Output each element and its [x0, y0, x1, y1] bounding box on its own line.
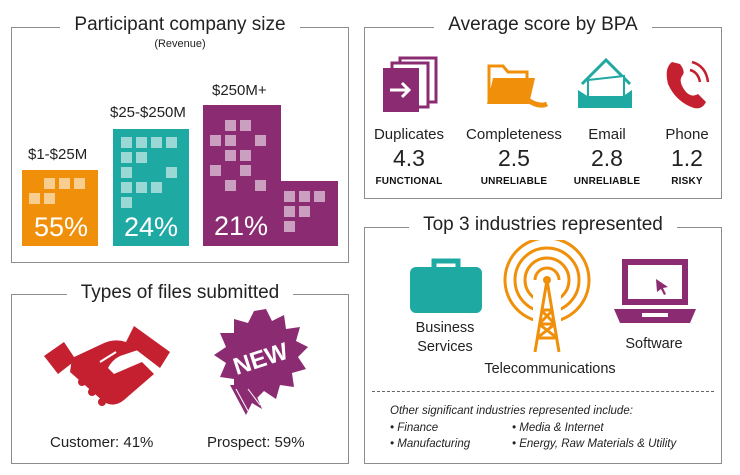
- bpa-title-wrap: Average score by BPA: [364, 14, 722, 36]
- bpa-score-email: 2.8: [591, 145, 623, 171]
- customer-label: Customer: 41%: [50, 434, 154, 451]
- industry-business-line1: Business: [415, 320, 475, 336]
- bpa-name-email: Email: [588, 126, 626, 143]
- bpa-rating-duplicates: FUNCTIONAL: [375, 176, 443, 187]
- radio-tower-icon: [503, 240, 591, 356]
- prospect-label: Prospect: 59%: [207, 434, 305, 451]
- laptop-icon: [614, 259, 696, 323]
- briefcase-icon: [410, 258, 482, 313]
- segment-label-large: $250M+: [212, 82, 267, 99]
- industry-business-line2: Services: [417, 339, 473, 355]
- bpa-score-phone: 1.2: [671, 145, 703, 171]
- new-badge-icon: NEW: [214, 309, 308, 415]
- bpa-rating-phone: RISKY: [671, 176, 703, 187]
- industry-software: Software: [625, 336, 683, 352]
- bpa-name-duplicates: Duplicates: [373, 126, 445, 143]
- segment-percent-small: 55%: [34, 212, 89, 242]
- company-size-subtitle: (Revenue): [154, 38, 206, 50]
- bpa-rating-email: UNRELIABLE: [573, 176, 641, 187]
- industries-title: Top 3 industries represented: [409, 214, 677, 235]
- other-industry-media: • Media & Internet: [512, 422, 604, 434]
- phone-icon: [666, 60, 710, 109]
- handshake-icon: [44, 326, 170, 406]
- bpa-name-completeness: Completeness: [466, 126, 562, 143]
- building-large: 21%: [203, 105, 281, 246]
- industry-telecom: Telecommunications: [484, 361, 616, 377]
- segment-percent-mid: 24%: [124, 212, 179, 242]
- industries-divider: [372, 391, 714, 392]
- bpa-score-completeness: 2.5: [498, 145, 530, 171]
- building-mid: 24%: [113, 129, 189, 246]
- folder-icon: [487, 64, 549, 108]
- building-small: 55%: [22, 170, 98, 246]
- other-industry-manufacturing: • Manufacturing: [390, 438, 471, 450]
- bpa-score-duplicates: 4.3: [393, 145, 425, 171]
- file-types-title: Types of files submitted: [66, 282, 294, 303]
- other-industry-finance: • Finance: [390, 422, 439, 434]
- envelope-icon: [578, 57, 632, 108]
- industries-title-wrap: Top 3 industries represented: [364, 214, 722, 236]
- company-size-title: Participant company size: [60, 14, 300, 35]
- file-types-title-wrap: Types of files submitted: [11, 282, 349, 304]
- bpa-title: Average score by BPA: [434, 14, 652, 35]
- duplicates-icon: [383, 56, 438, 112]
- building-large-annex: [281, 181, 338, 246]
- segment-label-small: $1-$25M: [28, 146, 88, 163]
- segment-percent-large: 21%: [214, 211, 269, 241]
- bpa-name-phone: Phone: [665, 126, 709, 143]
- company-size-title-wrap: Participant company size: [11, 14, 349, 36]
- other-industry-energy: • Energy, Raw Materials & Utility: [512, 438, 677, 450]
- other-industries-heading: Other significant industries represented…: [390, 405, 633, 417]
- segment-label-mid: $25-$250M: [110, 104, 186, 121]
- bpa-rating-completeness: UNRELIABLE: [480, 176, 548, 187]
